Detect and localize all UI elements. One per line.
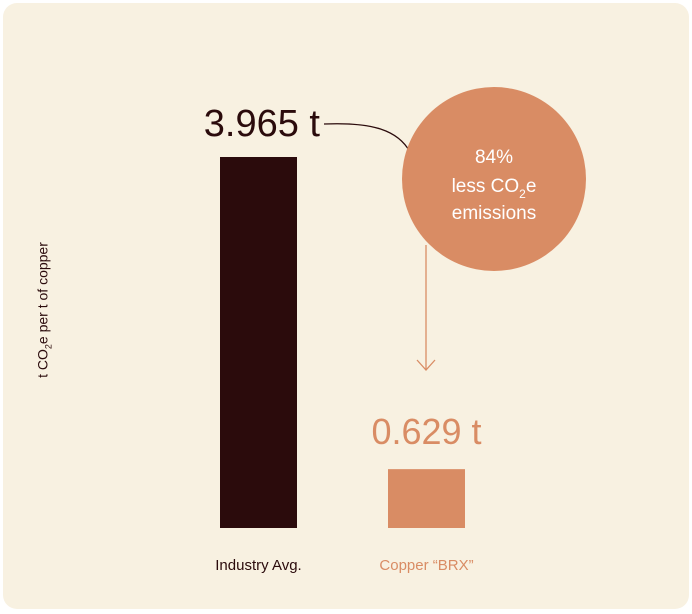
category-label-0: Industry Avg.: [215, 557, 301, 574]
annotation-line-2-rest: e: [526, 176, 537, 197]
category-label-1: Copper “BRX”: [379, 557, 473, 574]
annotation-line-2: less CO2e: [452, 176, 537, 201]
chart-card: [3, 3, 689, 609]
value-label-0: 3.965 t: [204, 103, 321, 145]
annotation-line-1: 84%: [475, 147, 513, 168]
annotation-line-2-main: less CO: [452, 176, 520, 197]
annotation-line-2-sub: 2: [519, 187, 526, 201]
bar-1: [388, 469, 465, 528]
annotation-line-3: emissions: [452, 203, 536, 224]
value-label-1: 0.629 t: [371, 411, 481, 452]
bar-0: [220, 157, 297, 528]
annotation-circle: [402, 87, 586, 271]
arrow-head-icon: [416, 359, 436, 371]
connector-line: [323, 123, 411, 153]
